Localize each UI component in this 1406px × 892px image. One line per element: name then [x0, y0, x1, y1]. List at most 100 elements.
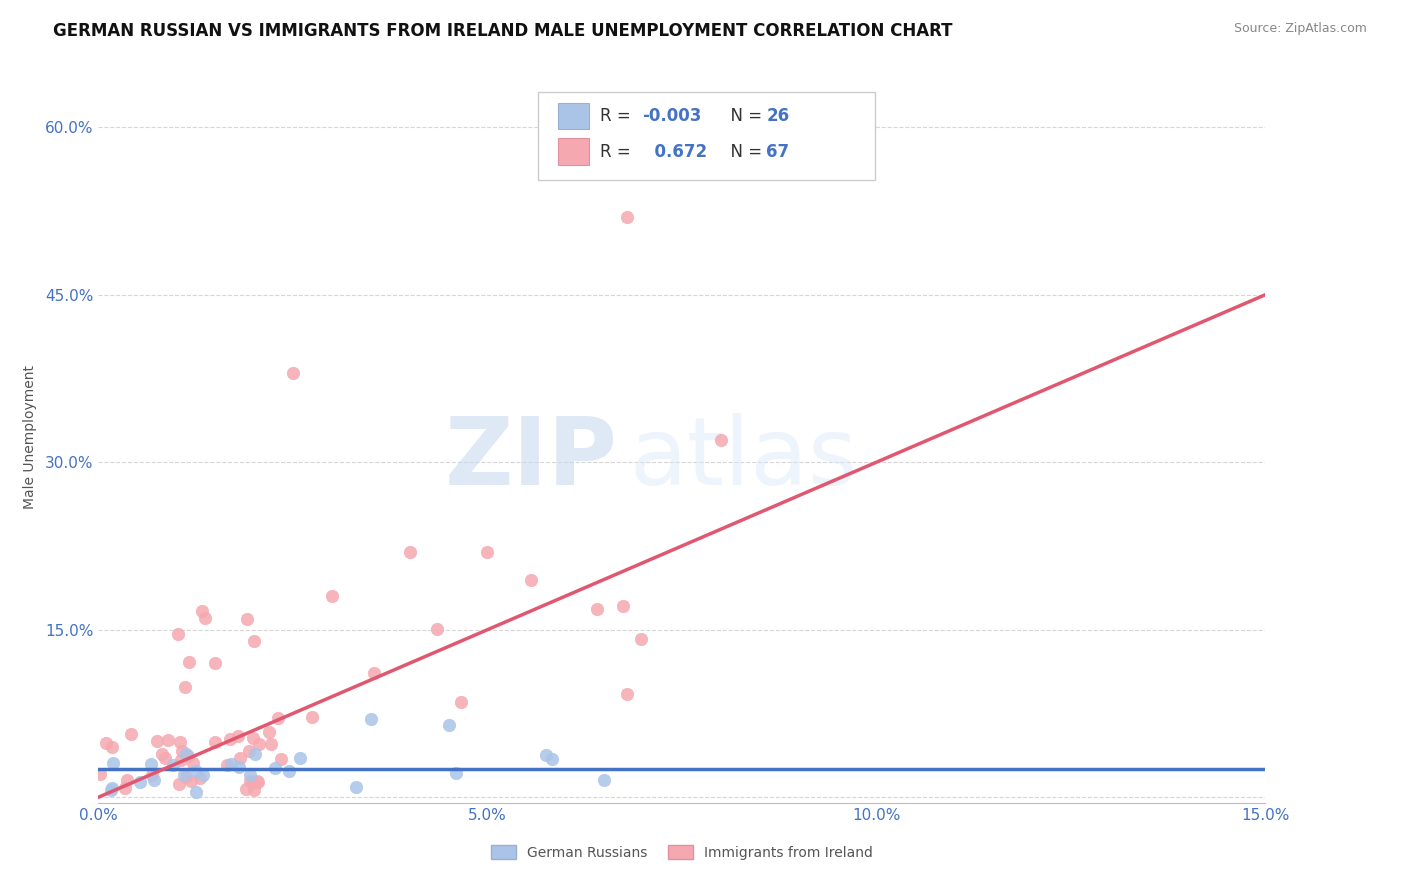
- Y-axis label: Male Unemployment: Male Unemployment: [22, 365, 37, 509]
- Point: [174, 771, 197, 785]
- Point: [96, 736, 118, 750]
- Point: [120, 727, 142, 741]
- Point: [360, 712, 382, 726]
- Point: [239, 768, 262, 782]
- Point: [184, 784, 207, 798]
- Point: [150, 747, 173, 762]
- Point: [242, 776, 264, 790]
- Point: [270, 752, 292, 766]
- Point: [114, 781, 136, 796]
- Point: [247, 737, 270, 751]
- Point: [235, 782, 257, 797]
- Point: [215, 757, 238, 772]
- Point: [477, 544, 499, 558]
- Point: [180, 774, 202, 789]
- Point: [235, 612, 257, 626]
- Point: [243, 782, 266, 797]
- Point: [363, 666, 385, 681]
- Point: [245, 774, 267, 789]
- Text: GERMAN RUSSIAN VS IMMIGRANTS FROM IRELAND MALE UNEMPLOYMENT CORRELATION CHART: GERMAN RUSSIAN VS IMMIGRANTS FROM IRELAN…: [53, 22, 953, 40]
- Point: [170, 753, 193, 767]
- Point: [344, 780, 367, 794]
- Text: Source: ZipAtlas.com: Source: ZipAtlas.com: [1233, 22, 1367, 36]
- Point: [219, 757, 242, 772]
- Point: [167, 777, 190, 791]
- Point: [177, 655, 200, 669]
- Point: [446, 766, 468, 780]
- Point: [520, 573, 543, 587]
- Point: [194, 610, 217, 624]
- Point: [184, 764, 207, 779]
- Point: [540, 752, 562, 766]
- Point: [321, 589, 343, 603]
- Point: [616, 687, 638, 701]
- Point: [174, 680, 197, 694]
- Point: [218, 731, 240, 746]
- Point: [710, 433, 733, 447]
- Point: [228, 760, 250, 774]
- Legend: German Russians, Immigrants from Ireland: German Russians, Immigrants from Ireland: [485, 839, 879, 865]
- Point: [281, 366, 304, 380]
- Point: [162, 758, 184, 772]
- Text: 67: 67: [766, 143, 789, 161]
- Point: [586, 602, 609, 616]
- Point: [115, 772, 138, 787]
- Point: [143, 772, 166, 787]
- Point: [155, 751, 177, 765]
- Point: [156, 732, 179, 747]
- Point: [181, 756, 204, 771]
- Point: [243, 633, 266, 648]
- Text: 0.672: 0.672: [643, 143, 707, 161]
- Point: [247, 774, 270, 789]
- Point: [100, 782, 122, 797]
- Point: [101, 740, 124, 755]
- Point: [173, 768, 195, 782]
- Point: [301, 710, 323, 724]
- Text: R =: R =: [600, 107, 637, 125]
- Text: ZIP: ZIP: [444, 413, 617, 505]
- Point: [288, 751, 311, 765]
- Point: [191, 604, 214, 618]
- Point: [242, 731, 264, 745]
- Point: [239, 774, 262, 789]
- Point: [612, 599, 634, 614]
- Point: [177, 749, 200, 764]
- Point: [229, 751, 252, 765]
- Point: [204, 657, 226, 671]
- Point: [536, 747, 558, 762]
- Point: [139, 756, 162, 771]
- Text: 26: 26: [766, 107, 789, 125]
- Point: [260, 737, 283, 751]
- Point: [616, 210, 638, 224]
- Point: [257, 724, 280, 739]
- Point: [103, 756, 125, 770]
- Point: [188, 771, 211, 785]
- Point: [141, 768, 163, 782]
- Text: N =: N =: [720, 107, 768, 125]
- Point: [267, 711, 290, 725]
- Point: [243, 747, 266, 762]
- Text: R =: R =: [600, 143, 637, 161]
- Point: [166, 627, 188, 641]
- Point: [101, 780, 124, 795]
- Point: [146, 733, 169, 747]
- Point: [191, 768, 214, 782]
- Point: [450, 695, 472, 709]
- Point: [630, 632, 652, 647]
- Point: [170, 744, 193, 758]
- Text: N =: N =: [720, 143, 768, 161]
- Point: [437, 717, 460, 731]
- Point: [238, 744, 260, 758]
- Point: [226, 729, 249, 743]
- Point: [89, 767, 111, 781]
- Point: [277, 764, 299, 779]
- Text: atlas: atlas: [630, 413, 858, 505]
- Point: [169, 735, 191, 749]
- Point: [204, 735, 226, 749]
- Point: [398, 544, 420, 558]
- Point: [264, 762, 287, 776]
- Point: [176, 747, 198, 761]
- Text: -0.003: -0.003: [643, 107, 702, 125]
- Point: [593, 772, 616, 787]
- Point: [425, 622, 447, 636]
